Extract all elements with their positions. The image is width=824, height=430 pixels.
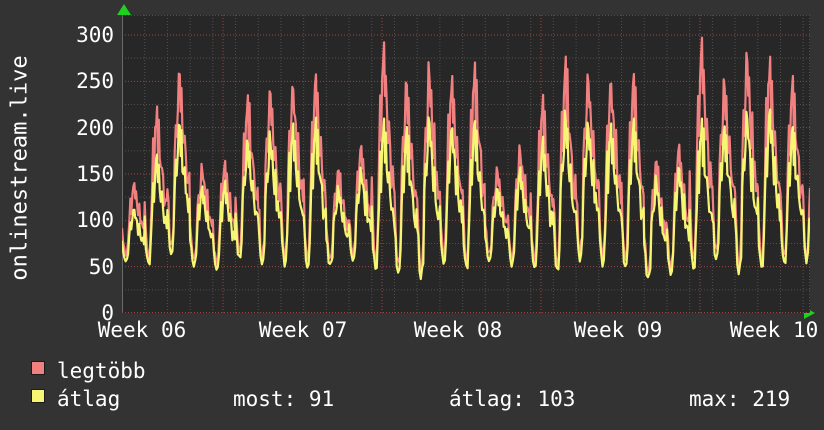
x-axis-arrow-icon (804, 307, 815, 319)
legend-swatch-legtobb (31, 361, 45, 375)
y-tick-label: 200 (76, 115, 114, 140)
legend-label-atlag: átlag (57, 387, 121, 411)
y-axis-arrow-icon (117, 4, 131, 15)
stat-most: most: 91 (233, 387, 335, 411)
stat-max: max: 219 (689, 387, 791, 411)
legend-swatch-atlag (31, 389, 45, 403)
y-tick-label: 100 (76, 208, 114, 233)
legend-label-legtobb: legtöbb (57, 359, 146, 383)
y-tick-label: 250 (76, 69, 114, 94)
x-tick-label: Week 10 (729, 318, 819, 342)
x-tick-label: Week 07 (258, 318, 348, 342)
x-tick-label: Week 08 (413, 318, 503, 342)
y-tick-label: 50 (88, 254, 114, 279)
x-tick-label: Week 06 (97, 318, 187, 342)
y-tick-label: 0 (101, 301, 114, 325)
y-tick-label: 300 (76, 23, 114, 47)
x-tick-label: Week 09 (573, 318, 663, 342)
series-line-atlag (122, 108, 810, 281)
plot-area (122, 15, 810, 313)
series-line-legtobb (122, 36, 810, 274)
y-tick-label: 150 (76, 162, 114, 186)
stat-atlag: átlag: 103 (449, 387, 576, 411)
